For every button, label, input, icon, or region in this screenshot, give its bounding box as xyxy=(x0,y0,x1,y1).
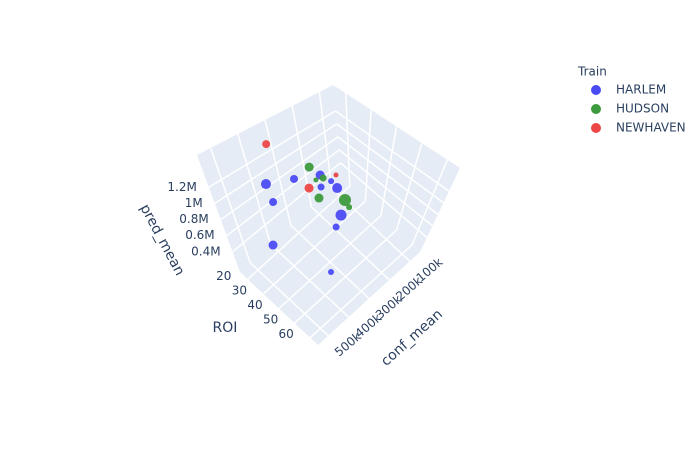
grid-line xyxy=(335,110,450,192)
y-tick-label: 20 xyxy=(216,269,231,283)
grid-line xyxy=(339,162,428,239)
grid-line xyxy=(290,224,370,300)
wall-plane xyxy=(197,85,342,272)
point xyxy=(346,204,353,211)
legend-marker xyxy=(591,104,601,114)
point xyxy=(332,223,340,231)
point xyxy=(262,140,271,149)
point xyxy=(328,178,335,185)
z-tick-label: 1M xyxy=(185,196,203,210)
point xyxy=(333,172,339,178)
grid-line xyxy=(208,110,336,188)
z-tick-label: 0.8M xyxy=(179,212,208,226)
point xyxy=(327,268,334,275)
grid-line xyxy=(226,149,340,237)
y-tick-label: 30 xyxy=(232,283,247,297)
legend-label: HARLEM xyxy=(616,83,666,97)
point xyxy=(313,177,319,183)
grid-line xyxy=(310,206,390,281)
point xyxy=(335,209,347,221)
grid-line xyxy=(336,123,444,204)
y-tick-label: 50 xyxy=(263,313,278,327)
y-tick-label: 40 xyxy=(247,298,262,312)
point xyxy=(338,193,351,206)
grid-line xyxy=(220,136,339,221)
point xyxy=(332,183,343,194)
legend-title: Train xyxy=(577,65,607,79)
grid-line xyxy=(338,149,433,227)
grid-line xyxy=(270,243,350,318)
point xyxy=(304,162,314,172)
y-axis-title: ROI xyxy=(213,320,238,336)
point xyxy=(269,198,278,207)
grid-line xyxy=(214,123,338,205)
legend-marker xyxy=(591,85,601,95)
z-tick-label: 1.2M xyxy=(167,180,196,194)
legend-label: NEWHAVEN xyxy=(616,121,686,135)
z-tick-label: 0.4M xyxy=(191,244,220,258)
z-tick-label: 0.6M xyxy=(185,228,214,242)
legend-label: HUDSON xyxy=(616,102,669,116)
point xyxy=(314,193,324,203)
grid-line xyxy=(249,262,329,337)
grid-line xyxy=(337,136,439,215)
point xyxy=(268,240,278,250)
point xyxy=(260,179,271,190)
point xyxy=(304,183,314,193)
point xyxy=(290,174,299,183)
legend-marker xyxy=(591,123,601,133)
point xyxy=(319,174,327,182)
point xyxy=(317,183,325,191)
y-tick-label: 60 xyxy=(279,327,294,341)
